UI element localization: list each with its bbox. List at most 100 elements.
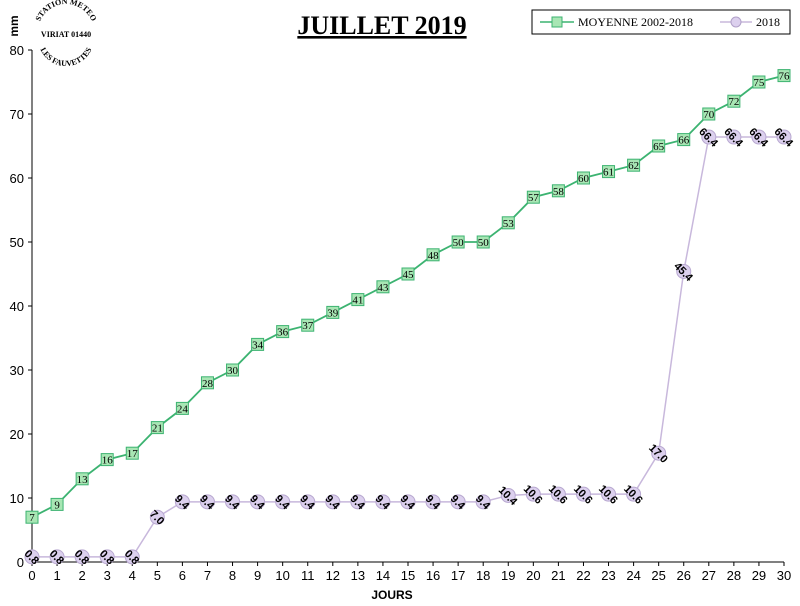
series-1-data-label: 10.6	[521, 483, 545, 507]
series-0-point	[501, 216, 515, 230]
series-1-data-label: 9.4	[373, 493, 393, 513]
series-1-data-label: 9.4	[247, 493, 267, 513]
series-1-data-label: 7.0	[147, 508, 166, 527]
x-tick-label: 18	[476, 568, 490, 583]
x-tick-label: 1	[53, 568, 60, 583]
series-0-data-label: 48	[428, 250, 440, 262]
series-0-data-label: 75	[753, 77, 765, 89]
series-0-data-label: 60	[578, 173, 590, 185]
series-1-data-label: 9.4	[222, 493, 242, 513]
series-1-data-label: 0.8	[72, 548, 91, 567]
x-tick-label: 16	[426, 568, 440, 583]
series-0-data-label: 9	[54, 499, 60, 511]
x-tick-label: 19	[501, 568, 515, 583]
series-1-data-label: 66.4	[771, 126, 795, 150]
series-0-point	[251, 337, 265, 351]
series-0-point	[426, 248, 440, 262]
stamp-line2: VIRIAT 01440	[41, 30, 91, 39]
legend-item-2018: 2018	[720, 15, 780, 29]
x-axis-title: JOURS	[371, 588, 412, 602]
x-tick-label: 2	[79, 568, 86, 583]
series-0-data-label: 50	[478, 237, 490, 249]
series-1-point	[651, 445, 667, 461]
series-0-data-label: 34	[252, 339, 264, 351]
series-1-point	[99, 549, 115, 565]
series-0-data-label: 21	[152, 423, 163, 435]
x-tick-label: 4	[129, 568, 136, 583]
series-1-point	[676, 263, 692, 279]
series-1-point	[751, 129, 767, 145]
station-stamp: STATION METEO VIRIAT 01440 LES FAUVETTES	[34, 0, 99, 68]
series-1-point	[425, 494, 441, 510]
series-0-data-label: 41	[352, 295, 363, 307]
x-tick-label: 21	[551, 568, 565, 583]
chart-title: JUILLET 2019	[297, 11, 466, 40]
x-tick-label: 8	[229, 568, 236, 583]
series-1-data-label: 0.8	[122, 548, 141, 567]
y-tick-label: 70	[10, 107, 24, 122]
series-0-point	[752, 75, 766, 89]
stamp-line3: LES FAUVETTES	[39, 46, 94, 69]
series-0-data-label: 43	[377, 282, 389, 294]
series-1-data-label: 45.4	[671, 260, 695, 284]
series-0-data-label: 61	[603, 167, 614, 179]
y-tick-label: 20	[10, 427, 24, 442]
series-1-point	[550, 486, 566, 502]
x-tick-label: 5	[154, 568, 161, 583]
series-1-data-label: 66.4	[721, 126, 745, 150]
series-0-point	[200, 376, 214, 390]
series-1-data-label: 9.4	[473, 493, 493, 513]
series-1-data-label: 9.4	[272, 493, 292, 513]
series-1-data-label: 10.4	[496, 484, 520, 508]
series-0-point	[652, 139, 666, 153]
series-0-data-label: 65	[653, 141, 665, 153]
y-tick-label: 50	[10, 235, 24, 250]
series-0-data-label: 45	[403, 269, 415, 281]
legend-item-moyenne: MOYENNE 2002-2018	[540, 15, 693, 29]
series-0-data-label: 62	[628, 160, 639, 172]
series-1-point	[375, 494, 391, 510]
series-1-point	[174, 494, 190, 510]
series-1-point	[350, 494, 366, 510]
series-1-data-label: 17.0	[646, 442, 670, 466]
y-tick-label: 40	[10, 299, 24, 314]
series-0-point	[125, 446, 139, 460]
series-1-point	[199, 494, 215, 510]
series-1-data-label: 9.4	[348, 493, 368, 513]
series-0-data-label: 72	[728, 96, 739, 108]
series-0-point	[727, 94, 741, 108]
series-1-point	[575, 486, 591, 502]
series-0-point	[627, 158, 641, 172]
legend-label-2018: 2018	[756, 15, 780, 29]
x-tick-label: 27	[702, 568, 716, 583]
series-1-data-label: 9.4	[197, 493, 217, 513]
y-axis-title: mm	[7, 15, 21, 36]
series-1-point	[525, 486, 541, 502]
series-1-data-label: 10.6	[621, 483, 645, 507]
series-1-point	[250, 494, 266, 510]
series-1-point	[701, 129, 717, 145]
x-tick-label: 9	[254, 568, 261, 583]
series-1-point	[400, 494, 416, 510]
series-0-point	[326, 305, 340, 319]
x-tick-label: 10	[275, 568, 289, 583]
x-tick-label: 30	[777, 568, 791, 583]
series-1-data-label: 9.4	[297, 493, 317, 513]
y-tick-label: 30	[10, 363, 24, 378]
series-1-data-label: 66.4	[746, 126, 770, 150]
series-0-data-label: 24	[177, 403, 189, 415]
series-0-data-label: 37	[302, 320, 314, 332]
x-tick-label: 20	[526, 568, 540, 583]
series-0-point	[100, 453, 114, 467]
x-tick-label: 11	[301, 568, 315, 583]
series-layer	[24, 69, 792, 565]
x-tick-label: 6	[179, 568, 186, 583]
x-tick-label: 25	[651, 568, 665, 583]
series-1-data-label: 9.4	[398, 493, 418, 513]
series-1-data-label: 9.4	[172, 493, 192, 513]
y-tick-label: 0	[17, 555, 24, 570]
series-1-data-label: 9.4	[322, 493, 342, 513]
stamp-line1: STATION METEO	[34, 0, 99, 23]
y-tick-label: 10	[10, 491, 24, 506]
